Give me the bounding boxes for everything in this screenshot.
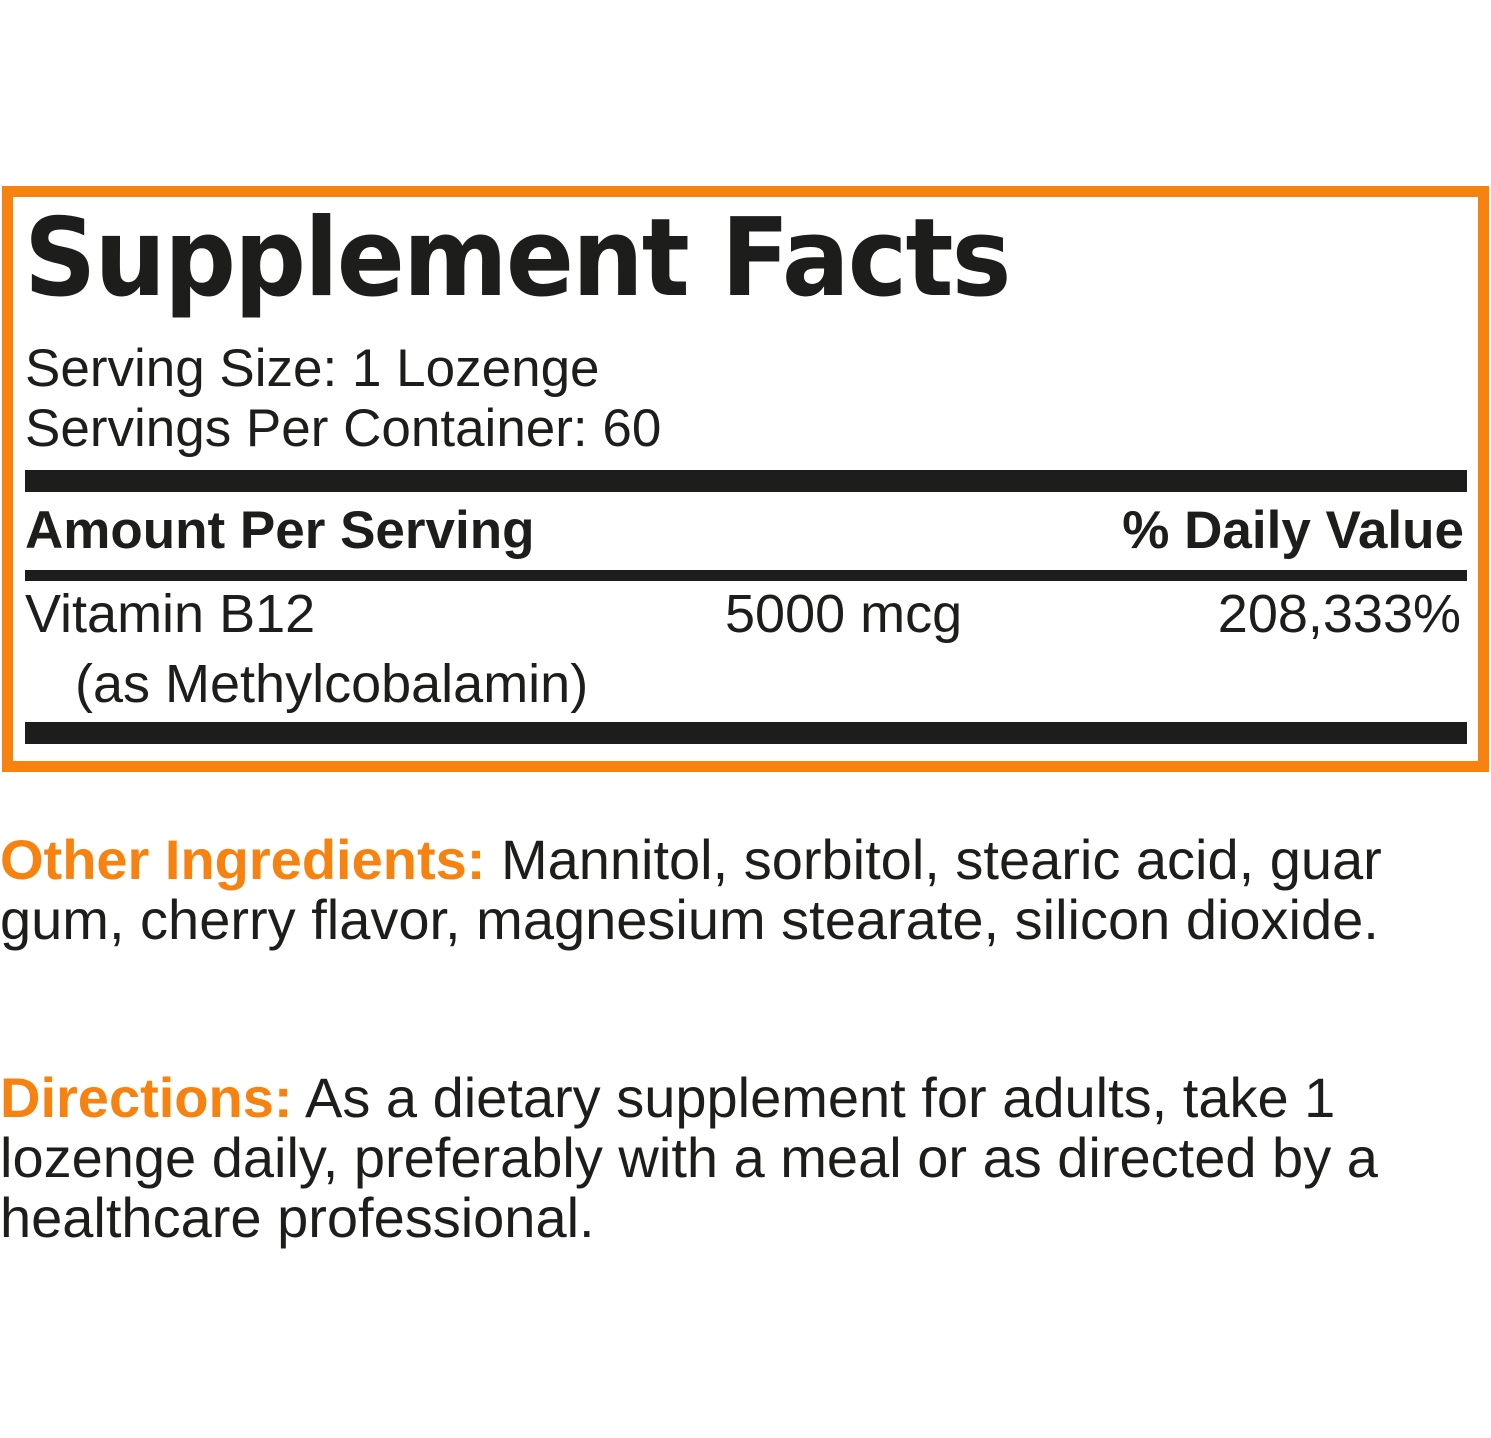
other-ingredients: Other Ingredients: Mannitol, sorbitol, s… [0, 830, 1480, 950]
thick-divider [25, 470, 1467, 492]
bottom-divider [25, 722, 1467, 744]
directions-label: Directions: [0, 1066, 293, 1129]
directions-text: As a dietary supplement for adults, take… [0, 1066, 1378, 1249]
other-ingredients-text: Mannitol, sorbitol, stearic acid, guar g… [0, 828, 1382, 951]
directions: Directions: As a dietary supplement for … [0, 1068, 1480, 1248]
thin-divider [25, 570, 1467, 581]
nutrient-daily-value: 208,333% [1217, 584, 1461, 644]
supplement-facts-panel [2, 186, 1489, 772]
serving-size: Serving Size: 1 Lozenge [25, 339, 600, 398]
panel-title: Supplement Facts [24, 196, 1011, 321]
nutrient-name: Vitamin B12 [25, 584, 316, 644]
nutrient-amount: 5000 mcg [725, 584, 963, 644]
nutrient-source: (as Methylcobalamin) [75, 654, 589, 714]
other-ingredients-label: Other Ingredients: [0, 828, 486, 891]
daily-value-header: % Daily Value [1122, 501, 1464, 560]
servings-per-container: Servings Per Container: 60 [25, 399, 662, 458]
amount-per-serving-header: Amount Per Serving [25, 501, 535, 560]
